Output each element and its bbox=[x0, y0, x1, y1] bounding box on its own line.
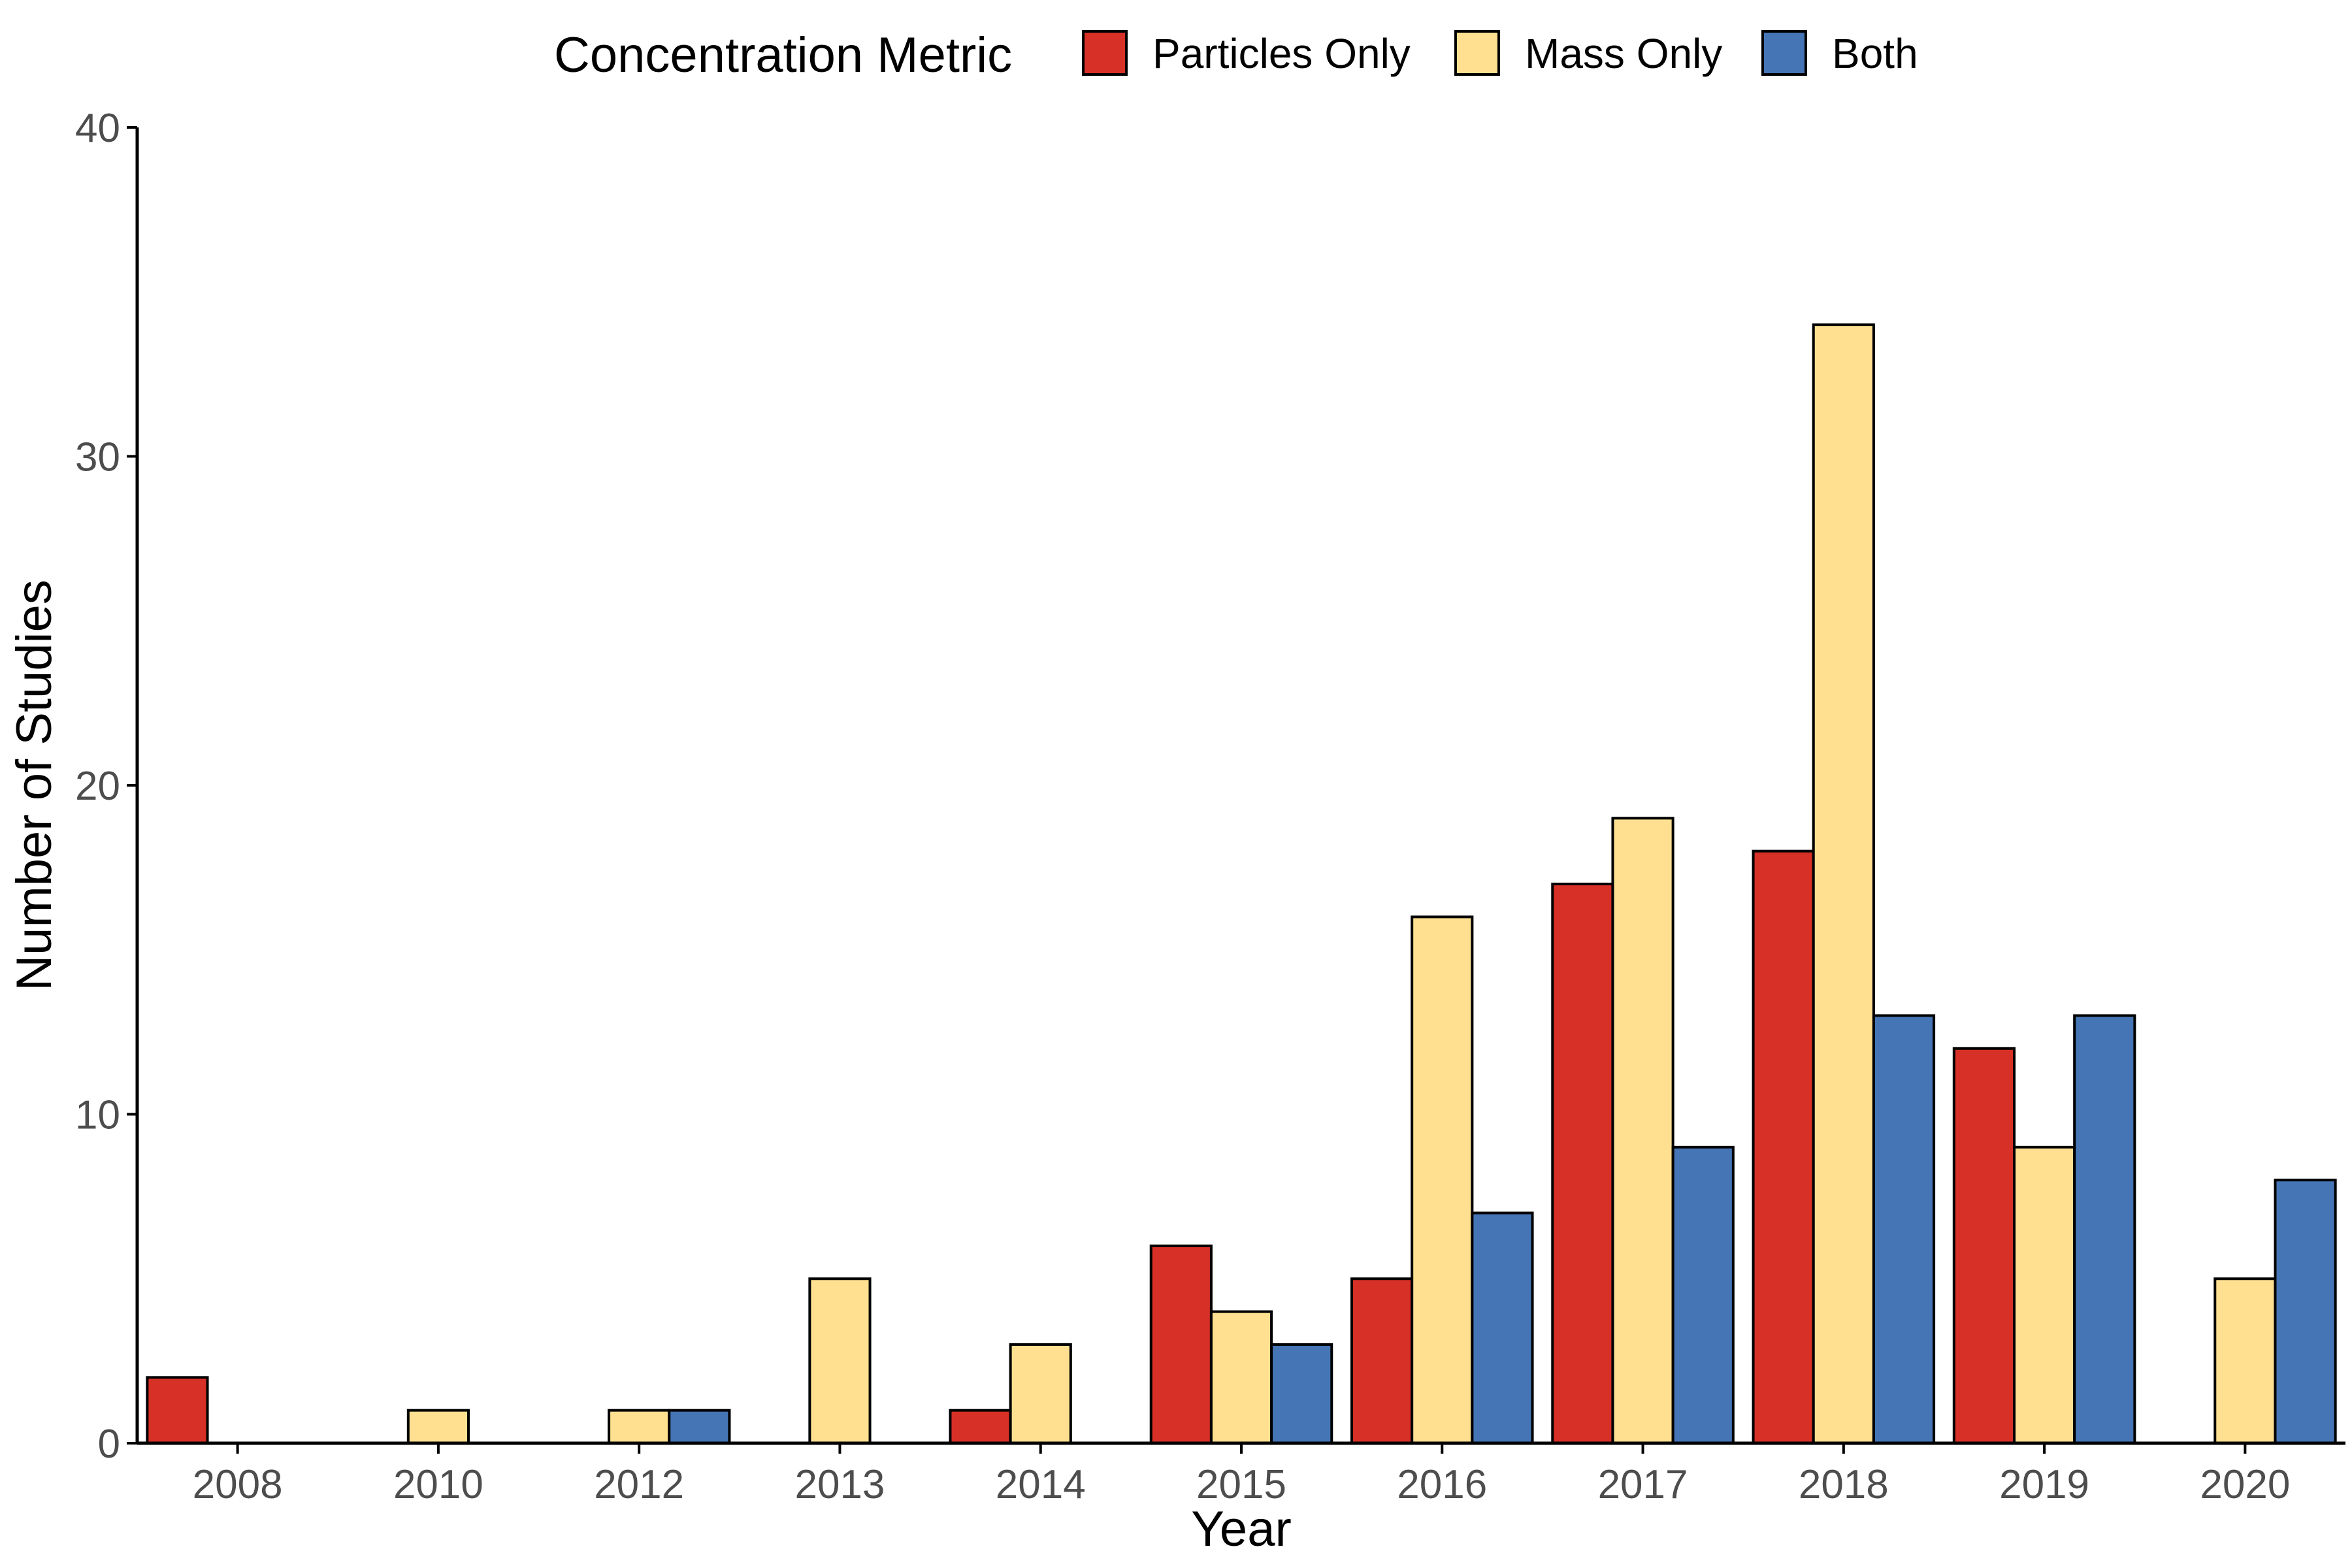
legend-key-mass-only bbox=[1454, 30, 1500, 76]
bar-both-2016 bbox=[1471, 1211, 1534, 1445]
legend: Concentration Metric Particles Only Mass … bbox=[554, 27, 1918, 83]
bar-mass-only-2013 bbox=[808, 1277, 872, 1445]
y-tick-label: 40 bbox=[75, 106, 120, 151]
y-tick-label: 20 bbox=[75, 764, 120, 809]
x-tick-label: 2012 bbox=[594, 1462, 684, 1507]
y-axis-title: Number of Studies bbox=[7, 580, 62, 990]
bar-both-2017 bbox=[1671, 1145, 1735, 1445]
bar-both-2019 bbox=[2073, 1014, 2136, 1445]
bars bbox=[146, 323, 2337, 1445]
bar-mass-only-2016 bbox=[1411, 915, 1474, 1445]
bar-particles-only-2014 bbox=[949, 1409, 1012, 1445]
x-tick-label: 2013 bbox=[794, 1462, 885, 1507]
bar-mass-only-2015 bbox=[1209, 1310, 1273, 1445]
x-tick-label: 2008 bbox=[193, 1462, 283, 1507]
x-tick-label: 2014 bbox=[996, 1462, 1086, 1507]
x-tick-label: 2019 bbox=[1999, 1462, 2089, 1507]
bar-mass-only-2014 bbox=[1009, 1343, 1072, 1445]
bar-both-2015 bbox=[1270, 1343, 1333, 1445]
x-tick-label: 2020 bbox=[2200, 1462, 2290, 1507]
bar-particles-only-2016 bbox=[1350, 1277, 1414, 1445]
bar-particles-only-2017 bbox=[1551, 883, 1614, 1445]
legend-title: Concentration Metric bbox=[554, 27, 1012, 83]
x-axis-ticks: 2008 2010 2012 2013 2014 2015 2016 2017 2018 2019… bbox=[193, 1443, 2290, 1507]
legend-key-both bbox=[1761, 30, 1807, 76]
bar-particles-only-2018 bbox=[1752, 849, 1815, 1445]
y-axis-ticks: 0 10 20 30 40 bbox=[75, 106, 137, 1467]
legend-label: Particles Only bbox=[1152, 30, 1411, 77]
x-tick-label: 2010 bbox=[393, 1462, 483, 1507]
y-tick-label: 0 bbox=[98, 1422, 120, 1467]
y-tick-label: 30 bbox=[75, 435, 120, 480]
x-tick-label: 2015 bbox=[1196, 1462, 1286, 1507]
x-tick-label: 2016 bbox=[1397, 1462, 1487, 1507]
bar-particles-only-2015 bbox=[1149, 1244, 1213, 1445]
bar-particles-only-2019 bbox=[1952, 1047, 2016, 1445]
bar-mass-only-2018 bbox=[1812, 323, 1875, 1445]
x-tick-label: 2017 bbox=[1598, 1462, 1688, 1507]
bar-mass-only-2019 bbox=[2013, 1145, 2076, 1445]
y-tick-label: 10 bbox=[75, 1093, 120, 1138]
bar-mass-only-2017 bbox=[1611, 817, 1674, 1445]
bar-mass-only-2010 bbox=[406, 1409, 470, 1445]
bar-both-2020 bbox=[2274, 1179, 2337, 1445]
bar-both-2018 bbox=[1872, 1014, 1936, 1445]
legend-label: Both bbox=[1832, 30, 1918, 77]
bar-mass-only-2020 bbox=[2213, 1277, 2277, 1445]
legend-label: Mass Only bbox=[1525, 30, 1722, 77]
bar-mass-only-2012 bbox=[608, 1409, 671, 1445]
bar-both-2012 bbox=[668, 1409, 731, 1445]
x-axis-title: Year bbox=[1191, 1501, 1292, 1557]
x-tick-label: 2018 bbox=[1799, 1462, 1889, 1507]
bar-particles-only-2008 bbox=[146, 1376, 209, 1445]
legend-key-particles-only bbox=[1082, 30, 1128, 76]
legend-items: Particles Only Mass Only Both bbox=[1082, 30, 1918, 77]
